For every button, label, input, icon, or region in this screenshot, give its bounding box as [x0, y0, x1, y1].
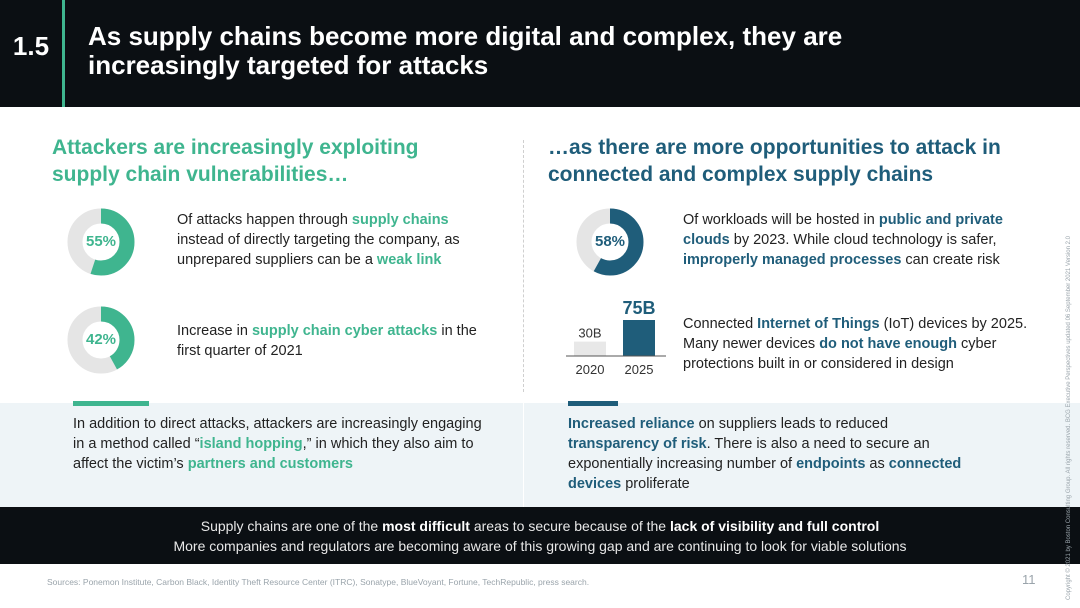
highlight-transparency: transparency of risk — [568, 436, 707, 452]
tick-label-2020: 2020 — [576, 362, 605, 377]
stat-text-part: Of attacks happen through — [177, 212, 352, 228]
band-text-part: . There is also a need to secure an expo… — [568, 436, 930, 472]
stat-text-supply-chains: Of attacks happen through supply chains … — [177, 210, 497, 270]
band-text-part: In addition to direct attacks, attackers… — [73, 416, 482, 452]
highlight-endpoints: endpoints — [796, 456, 866, 472]
donut-arc — [576, 208, 644, 276]
donut-value: 42% — [85, 331, 117, 348]
stat-text-part: Increase in — [177, 323, 252, 339]
left-heading: Attackers are increasingly exploiting su… — [52, 136, 419, 186]
iot-bar-chart: 30B 2020 75B 2025 — [566, 298, 666, 377]
right-band-text: Increased reliance on suppliers leads to… — [568, 414, 968, 494]
data-label-2025: 75B — [622, 298, 655, 318]
highlight-lack-visibility: lack of visibility and full control — [669, 518, 880, 534]
highlight-not-enough: do not have enough — [819, 336, 957, 352]
page-title: As supply chains become more digital and… — [88, 21, 843, 80]
highlight-cyber-attacks: supply chain cyber attacks — [251, 323, 438, 339]
section-number: 1.5 — [12, 31, 50, 61]
stat-text-part: Of workloads will be hosted in — [683, 212, 879, 228]
highlight-iot: Internet of Things — [757, 316, 880, 332]
tick-label-2025: 2025 — [625, 362, 654, 377]
page-number: 11 — [1022, 572, 1036, 587]
stat-text-part: by 2023. While cloud technology is safer… — [729, 232, 997, 248]
bar-2020 — [574, 341, 606, 356]
stat-text-part: instead of directly targeting the compan… — [177, 232, 460, 268]
data-label-2020: 30B — [578, 326, 601, 341]
band-text-part: on suppliers leads to reduced — [694, 416, 889, 432]
stat-text-part: in the first quarter of 2021 — [177, 323, 477, 359]
highlight-reliance: Increased reliance — [568, 416, 695, 432]
donut-arc — [67, 306, 135, 374]
highlight-partners: partners and customers — [187, 456, 353, 472]
summary-text-part: Supply chains are one of the — [200, 518, 383, 534]
column-divider — [523, 140, 524, 392]
highlight-clouds: public and private clouds — [683, 212, 1003, 248]
summary-footer: Supply chains are one of the most diffic… — [0, 507, 1080, 564]
bar-2025 — [623, 320, 655, 356]
highlight-processes: improperly managed processes — [683, 252, 902, 268]
right-accent-bar — [568, 401, 618, 406]
highlight-connected-devices: connected devices — [568, 456, 962, 492]
highlight-supply-chains: supply chains — [351, 212, 449, 228]
highlight-most-difficult: most difficult — [382, 518, 470, 534]
summary-line-1: Supply chains are one of the most diffic… — [0, 517, 1080, 535]
stat-text-iot: Connected Internet of Things (IoT) devic… — [683, 314, 1033, 374]
summary-text-part: areas to secure because of the — [469, 518, 670, 534]
stat-text-clouds: Of workloads will be hosted in public an… — [683, 210, 1033, 270]
donut-arc — [67, 208, 135, 276]
insight-band — [0, 403, 1080, 507]
copyright-note: Copyright © 2021 by Boston Consulting Gr… — [1066, 236, 1072, 600]
stat-text-cyber-attacks: Increase in supply chain cyber attacks i… — [177, 321, 497, 361]
left-band-text: In addition to direct attacks, attackers… — [73, 414, 483, 474]
left-accent-bar — [73, 401, 149, 406]
stat-text-part: cyber protections built in or considered… — [683, 336, 997, 372]
stat-text-part: (IoT) devices by 2025. Many newer device… — [683, 316, 1028, 352]
donut-value: 58% — [594, 233, 626, 250]
stat-text-part: can create risk — [901, 252, 1000, 268]
band-text-part: proliferate — [621, 476, 690, 492]
band-text-part: ,” in which they also aim to affect the … — [73, 436, 474, 472]
band-divider — [523, 403, 524, 507]
summary-line-2: More companies and regulators are becomi… — [173, 538, 907, 554]
section-number-box: 1.5 — [0, 0, 65, 107]
right-heading: …as there are more opportunities to atta… — [548, 136, 1001, 186]
donut-chart-58: 58% — [576, 208, 644, 276]
sources-note: Sources: Ponemon Institute, Carbon Black… — [47, 577, 590, 587]
highlight-weak-link: weak link — [376, 252, 442, 268]
header-banner: 1.5 As supply chains become more digital… — [0, 0, 1080, 107]
donut-chart-42: 42% — [67, 306, 135, 374]
stat-text-part: Connected — [683, 316, 758, 332]
donut-chart-55: 55% — [67, 208, 135, 276]
highlight-island-hopping: island hopping — [199, 436, 303, 452]
band-text-part: as — [865, 456, 889, 472]
donut-value: 55% — [85, 233, 117, 250]
